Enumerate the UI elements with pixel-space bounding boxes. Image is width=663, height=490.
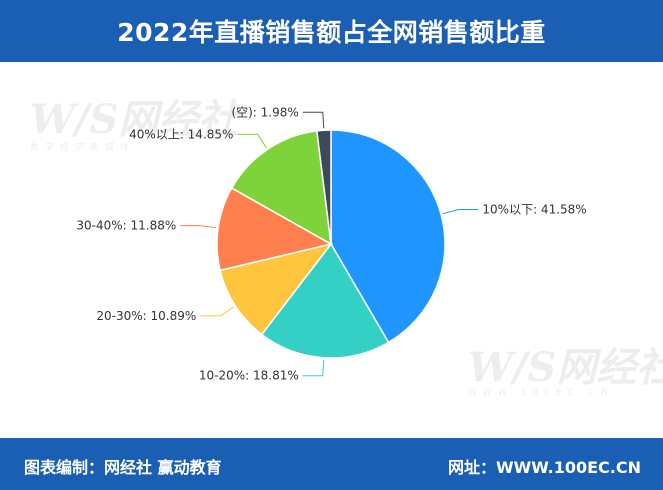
watermark-url: WWW.100EC.CN xyxy=(468,388,614,398)
watermark-bottom-right: W/S网经社 WWW.100EC.CN xyxy=(468,344,663,399)
leader-line-10pct xyxy=(442,209,479,215)
slice-label-30-40pct: 30-40%: 11.88% xyxy=(76,219,176,233)
leader-line-40pct xyxy=(237,133,267,148)
footer-site-value: WWW.100EC.CN xyxy=(496,458,641,477)
slice-label-20-30pct: 20-30%: 10.89% xyxy=(96,309,196,323)
pie-leader-lines xyxy=(180,111,479,377)
pie-slices xyxy=(216,129,446,359)
leader-line-10-20pct xyxy=(302,359,325,377)
pie-slice-30-40pct xyxy=(216,187,334,272)
pie-slice-20-30pct xyxy=(219,242,333,336)
leader-line-blank xyxy=(302,111,325,129)
pie-slice-blank xyxy=(316,129,332,245)
pie-chart: 10%以下: 41.58% 10-20%: 18.81% 20-30%: 10.89… xyxy=(76,105,586,382)
header-bar: 2022年直播销售额占全网销售额比重 xyxy=(0,0,663,62)
watermark-logo: W/S网经社 xyxy=(468,344,663,391)
chart-title: 2022年直播销售额占全网销售额比重 xyxy=(117,18,546,47)
footer-site: 网址：WWW.100EC.CN xyxy=(448,454,641,478)
leader-line-30-40pct xyxy=(180,225,217,229)
pie-slice-10-20pct xyxy=(260,242,390,359)
slice-label-blank: (空): 1.98% xyxy=(231,105,298,119)
slice-label-10-20pct: 10-20%: 18.81% xyxy=(199,369,299,383)
slice-label-10pct: 10%以下: 41.58% xyxy=(482,203,586,217)
footer-source: 图表编制：网经社 赢动教育 xyxy=(24,454,222,478)
footer-source-value: 网经社 赢动教育 xyxy=(104,458,222,477)
leader-line-20-30pct xyxy=(200,306,234,317)
watermark-logo: W/S网经社 xyxy=(30,96,239,143)
footer-site-label: 网址： xyxy=(447,458,496,477)
footer-source-label: 图表编制： xyxy=(24,458,105,477)
slice-label-40pct: 40%以上: 14.85% xyxy=(129,127,233,141)
watermark-top-left: W/S网经社 数字经济新媒体 xyxy=(30,96,239,154)
watermark-sub: 数字经济新媒体 xyxy=(30,143,136,153)
footer-bar: 图表编制：网经社 赢动教育 网址：WWW.100EC.CN xyxy=(0,438,663,490)
pie-labels: 10%以下: 41.58% 10-20%: 18.81% 20-30%: 10.89… xyxy=(76,105,586,382)
pie-slice-10pct xyxy=(330,129,446,344)
pie-slice-40pct xyxy=(230,130,332,246)
